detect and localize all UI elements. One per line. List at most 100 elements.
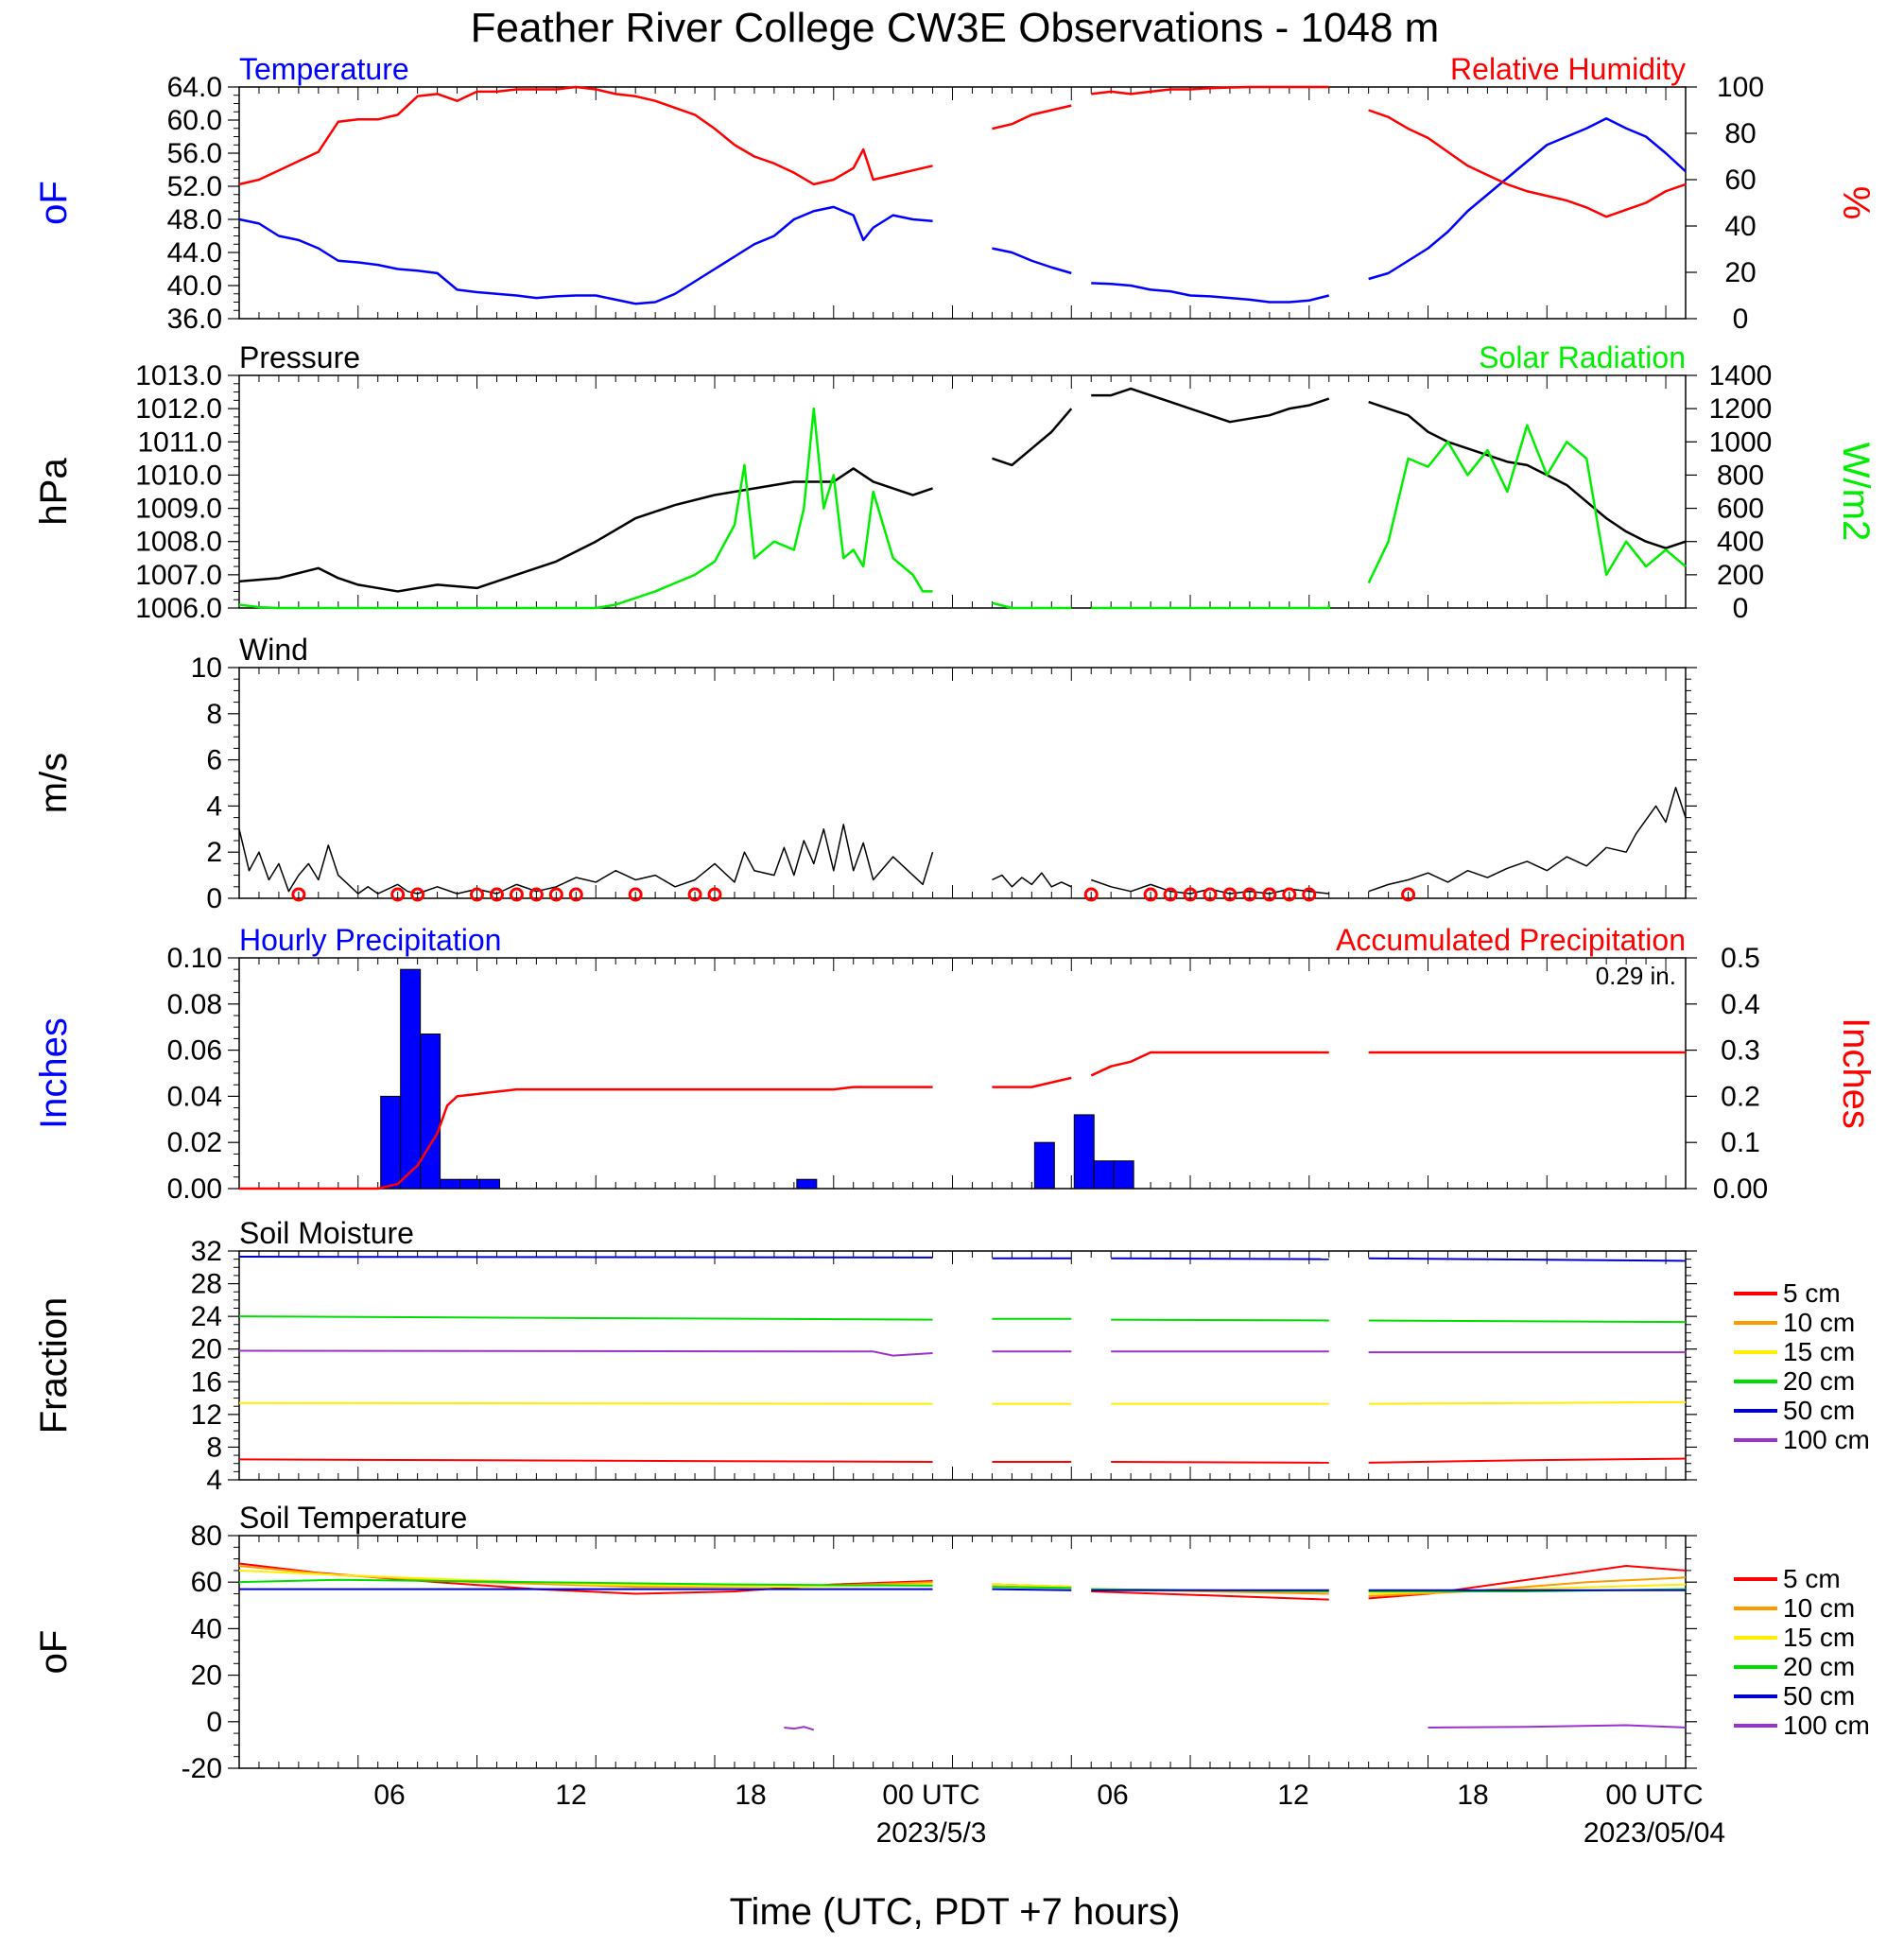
wind-calm-marker <box>528 887 544 902</box>
wind-calm-marker <box>548 887 563 902</box>
y-tick-label-right: 0.2 <box>1721 1081 1760 1112</box>
y-tick-label-left: 52.0 <box>167 171 222 202</box>
y-tick-label-right: 400 <box>1717 527 1764 558</box>
y-tick-label-left: 1009.0 <box>135 494 222 525</box>
y-tick-label-right: 60 <box>1724 165 1756 196</box>
accumulated-precip-line <box>1090 1051 1329 1077</box>
wind-calm-marker <box>489 887 504 902</box>
y-tick-label-right: 800 <box>1717 460 1764 491</box>
y-tick-label-left: 1013.0 <box>135 360 222 391</box>
soil-temperature-line <box>238 1578 933 1587</box>
panel-frame-precip <box>238 957 1687 1190</box>
wind-calm-marker <box>1143 887 1158 902</box>
y-tick-label-right: 0 <box>1733 304 1749 335</box>
y-tick-label-left: 4 <box>206 1465 222 1496</box>
y-tick-label-left: 80 <box>191 1520 222 1552</box>
humidity-line <box>1368 109 1687 218</box>
soil-moisture-line <box>1111 1318 1329 1322</box>
y-tick-label-left: 1006.0 <box>135 593 222 624</box>
accumulated-precip-line <box>239 1086 933 1190</box>
y-tick-label-left: -20 <box>182 1753 222 1784</box>
legend-label: 50 cm <box>1783 1681 1855 1711</box>
y-tick-label-right: 1200 <box>1709 393 1773 425</box>
y-tick-label-left: 0.02 <box>167 1127 222 1158</box>
panel-title-left: Soil Moisture <box>239 1216 414 1250</box>
y-tick-label-left: 1007.0 <box>135 560 222 591</box>
y-tick-label-left: 40.0 <box>167 270 222 302</box>
soil-moisture-line <box>238 1458 933 1463</box>
y-tick-label-left: 16 <box>191 1366 222 1398</box>
pressure-line <box>238 467 933 593</box>
pressure-line <box>1368 400 1687 549</box>
y-axis-unit-right: Inches <box>1835 1017 1877 1129</box>
y-tick-label-left: 1012.0 <box>135 393 222 425</box>
soil-moisture-line <box>1368 1400 1687 1405</box>
wind-calm-marker <box>1242 887 1257 902</box>
y-axis-unit-left: hPa <box>33 458 75 526</box>
humidity-line <box>992 104 1072 130</box>
wind-speed-line <box>238 824 934 895</box>
soil-temperature-line <box>784 1726 815 1731</box>
temperature-line <box>1091 282 1330 304</box>
wind-calm-marker <box>1302 887 1317 902</box>
humidity-line <box>238 85 933 186</box>
wind-calm-marker <box>1262 887 1277 902</box>
temperature-line <box>1368 117 1687 281</box>
y-tick-label-right: 100 <box>1717 72 1764 103</box>
y-tick-label-left: 6 <box>206 745 222 776</box>
panel-title-left: Hourly Precipitation <box>239 923 501 957</box>
y-tick-label-left: 28 <box>191 1269 222 1300</box>
y-tick-label-left: 1010.0 <box>135 460 222 491</box>
legend-label: 5 cm <box>1783 1564 1841 1593</box>
y-tick-label-left: 56.0 <box>167 138 222 169</box>
wind-calm-marker <box>410 887 425 902</box>
legend-label: 10 cm <box>1783 1308 1855 1337</box>
y-tick-label-left: 0.06 <box>167 1035 222 1067</box>
legend-label: 10 cm <box>1783 1593 1855 1623</box>
y-tick-label-left: 12 <box>191 1399 222 1431</box>
y-tick-label-right: 0.1 <box>1721 1127 1760 1158</box>
legend-label: 20 cm <box>1783 1366 1855 1396</box>
panel-frame-soil_temp <box>238 1535 1687 1769</box>
x-tick-label: 12 <box>1277 1780 1308 1811</box>
precip-total-label: 0.29 in. <box>1596 962 1676 990</box>
y-tick-label-left: 1008.0 <box>135 527 222 558</box>
y-tick-label-right: 20 <box>1724 257 1756 288</box>
y-tick-label-left: 64.0 <box>167 72 222 103</box>
y-tick-label-right: 0.5 <box>1721 943 1760 974</box>
y-tick-label-right: 80 <box>1724 118 1756 149</box>
y-tick-label-left: 10 <box>191 652 222 684</box>
soil-temperature-line <box>992 1586 1072 1590</box>
wind-calm-marker <box>1183 887 1198 902</box>
precip-bar <box>420 1034 441 1190</box>
soil-moisture-line <box>238 1256 933 1259</box>
wind-calm-marker <box>1401 887 1416 902</box>
y-tick-label-left: 32 <box>191 1236 222 1267</box>
wind-speed-line <box>1368 787 1687 893</box>
y-axis-unit-left: oF <box>33 1630 75 1675</box>
soil-moisture-line <box>238 1349 933 1357</box>
panel-frame-pressure <box>238 374 1687 609</box>
solar-radiation-line <box>1367 424 1687 584</box>
solar-radiation-line <box>992 601 1072 610</box>
y-tick-label-left: 48.0 <box>167 204 222 235</box>
panel-frame-soil_moisture <box>238 1250 1687 1481</box>
wind-calm-marker <box>390 887 406 902</box>
soil-temperature-line <box>1368 1576 1687 1597</box>
y-axis-unit-left: Inches <box>33 1017 75 1129</box>
x-date-label: 2023/5/3 <box>876 1817 987 1849</box>
soil-moisture-line <box>1111 1460 1329 1464</box>
x-tick-label: 06 <box>373 1780 405 1811</box>
legend-label: 50 cm <box>1783 1396 1855 1425</box>
soil-moisture-line <box>238 1401 933 1405</box>
wind-calm-marker <box>687 887 702 902</box>
legend-label: 5 cm <box>1783 1278 1841 1308</box>
y-tick-label-left: 36.0 <box>167 304 222 335</box>
y-tick-label-right: 0.4 <box>1721 989 1760 1020</box>
panel-title-left: Soil Temperature <box>239 1501 467 1535</box>
y-tick-label-left: 20 <box>191 1660 222 1692</box>
y-tick-label-right: 0.3 <box>1721 1035 1760 1067</box>
y-tick-label-right: 0 <box>1733 593 1749 624</box>
temperature-line <box>992 247 1072 275</box>
y-tick-label-right: 0.00 <box>1713 1173 1768 1205</box>
